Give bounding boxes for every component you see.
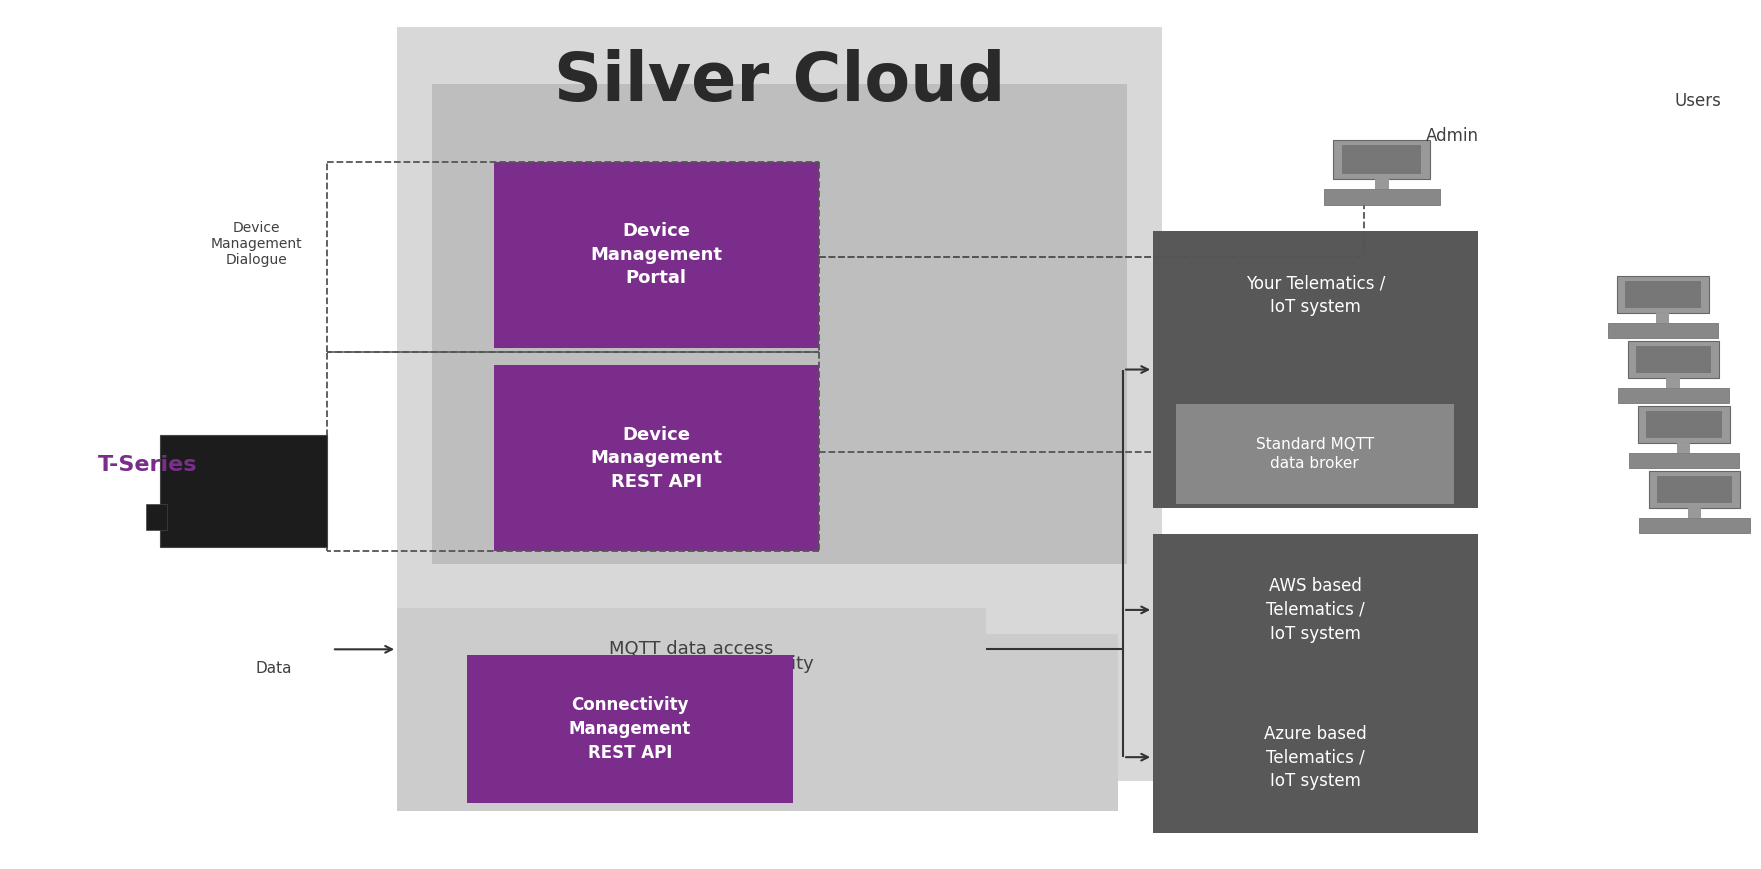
FancyBboxPatch shape <box>396 634 1118 812</box>
FancyBboxPatch shape <box>467 655 792 803</box>
FancyBboxPatch shape <box>1333 140 1430 179</box>
Text: Azure based
Telematics /
IoT system: Azure based Telematics / IoT system <box>1264 725 1367 790</box>
FancyBboxPatch shape <box>396 28 1162 781</box>
Text: Connectivity: Connectivity <box>701 655 814 673</box>
FancyBboxPatch shape <box>1342 145 1421 174</box>
Text: Device
Management
REST API: Device Management REST API <box>590 426 722 491</box>
FancyBboxPatch shape <box>1655 313 1669 323</box>
FancyBboxPatch shape <box>1639 518 1750 533</box>
Text: Device
Management
Portal: Device Management Portal <box>590 222 722 288</box>
FancyBboxPatch shape <box>146 504 167 530</box>
FancyBboxPatch shape <box>1627 342 1719 378</box>
FancyBboxPatch shape <box>1647 411 1722 438</box>
FancyBboxPatch shape <box>1153 681 1477 833</box>
FancyBboxPatch shape <box>431 83 1127 565</box>
FancyBboxPatch shape <box>1648 471 1740 508</box>
FancyBboxPatch shape <box>1375 179 1389 189</box>
FancyBboxPatch shape <box>1638 406 1729 443</box>
FancyBboxPatch shape <box>1687 508 1701 518</box>
Text: Standard MQTT
data broker: Standard MQTT data broker <box>1256 436 1374 471</box>
Text: Device
Management
Dialogue: Device Management Dialogue <box>211 221 303 267</box>
FancyBboxPatch shape <box>396 607 986 690</box>
FancyBboxPatch shape <box>1657 476 1733 503</box>
FancyBboxPatch shape <box>1617 276 1708 313</box>
Text: AWS based
Telematics /
IoT system: AWS based Telematics / IoT system <box>1266 577 1365 642</box>
FancyBboxPatch shape <box>1629 453 1740 468</box>
Text: Data: Data <box>255 661 292 676</box>
FancyBboxPatch shape <box>493 162 819 348</box>
FancyBboxPatch shape <box>1618 388 1729 403</box>
FancyBboxPatch shape <box>1153 231 1477 508</box>
FancyBboxPatch shape <box>1176 404 1453 504</box>
FancyBboxPatch shape <box>493 365 819 552</box>
FancyBboxPatch shape <box>160 434 326 547</box>
FancyBboxPatch shape <box>1608 323 1719 338</box>
Text: Users: Users <box>1675 92 1722 110</box>
Text: T-Series: T-Series <box>99 454 197 474</box>
Text: Silver Cloud: Silver Cloud <box>553 49 1006 115</box>
Text: Connectivity
Management
REST API: Connectivity Management REST API <box>569 696 690 761</box>
Text: MQTT data access: MQTT data access <box>609 640 773 658</box>
FancyBboxPatch shape <box>1676 443 1691 453</box>
FancyBboxPatch shape <box>1625 282 1701 308</box>
FancyBboxPatch shape <box>1666 378 1680 388</box>
Text: Admin: Admin <box>1426 127 1479 144</box>
FancyBboxPatch shape <box>1324 189 1439 205</box>
FancyBboxPatch shape <box>1153 534 1477 686</box>
Text: Your Telematics /
IoT system: Your Telematics / IoT system <box>1247 275 1386 315</box>
FancyBboxPatch shape <box>1636 347 1712 373</box>
